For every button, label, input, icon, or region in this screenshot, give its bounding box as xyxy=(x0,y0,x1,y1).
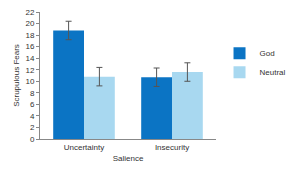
svg-text:4: 4 xyxy=(30,112,35,121)
svg-text:6: 6 xyxy=(30,100,35,109)
svg-text:Scrupulous Fears: Scrupulous Fears xyxy=(12,44,21,107)
svg-text:8: 8 xyxy=(30,89,35,98)
svg-text:22: 22 xyxy=(25,8,34,17)
svg-text:20: 20 xyxy=(25,19,34,28)
svg-text:2: 2 xyxy=(30,123,35,132)
svg-text:10: 10 xyxy=(25,77,34,86)
svg-text:18: 18 xyxy=(25,31,34,40)
svg-text:16: 16 xyxy=(25,42,34,51)
svg-text:Insecurity: Insecurity xyxy=(155,143,189,152)
svg-text:14: 14 xyxy=(25,54,34,63)
svg-text:0: 0 xyxy=(30,135,35,144)
svg-text:12: 12 xyxy=(25,66,34,75)
svg-text:God: God xyxy=(260,49,275,58)
svg-text:Neutral: Neutral xyxy=(260,68,286,77)
svg-text:Salience: Salience xyxy=(113,154,144,163)
svg-text:Uncertainty: Uncertainty xyxy=(64,143,104,152)
